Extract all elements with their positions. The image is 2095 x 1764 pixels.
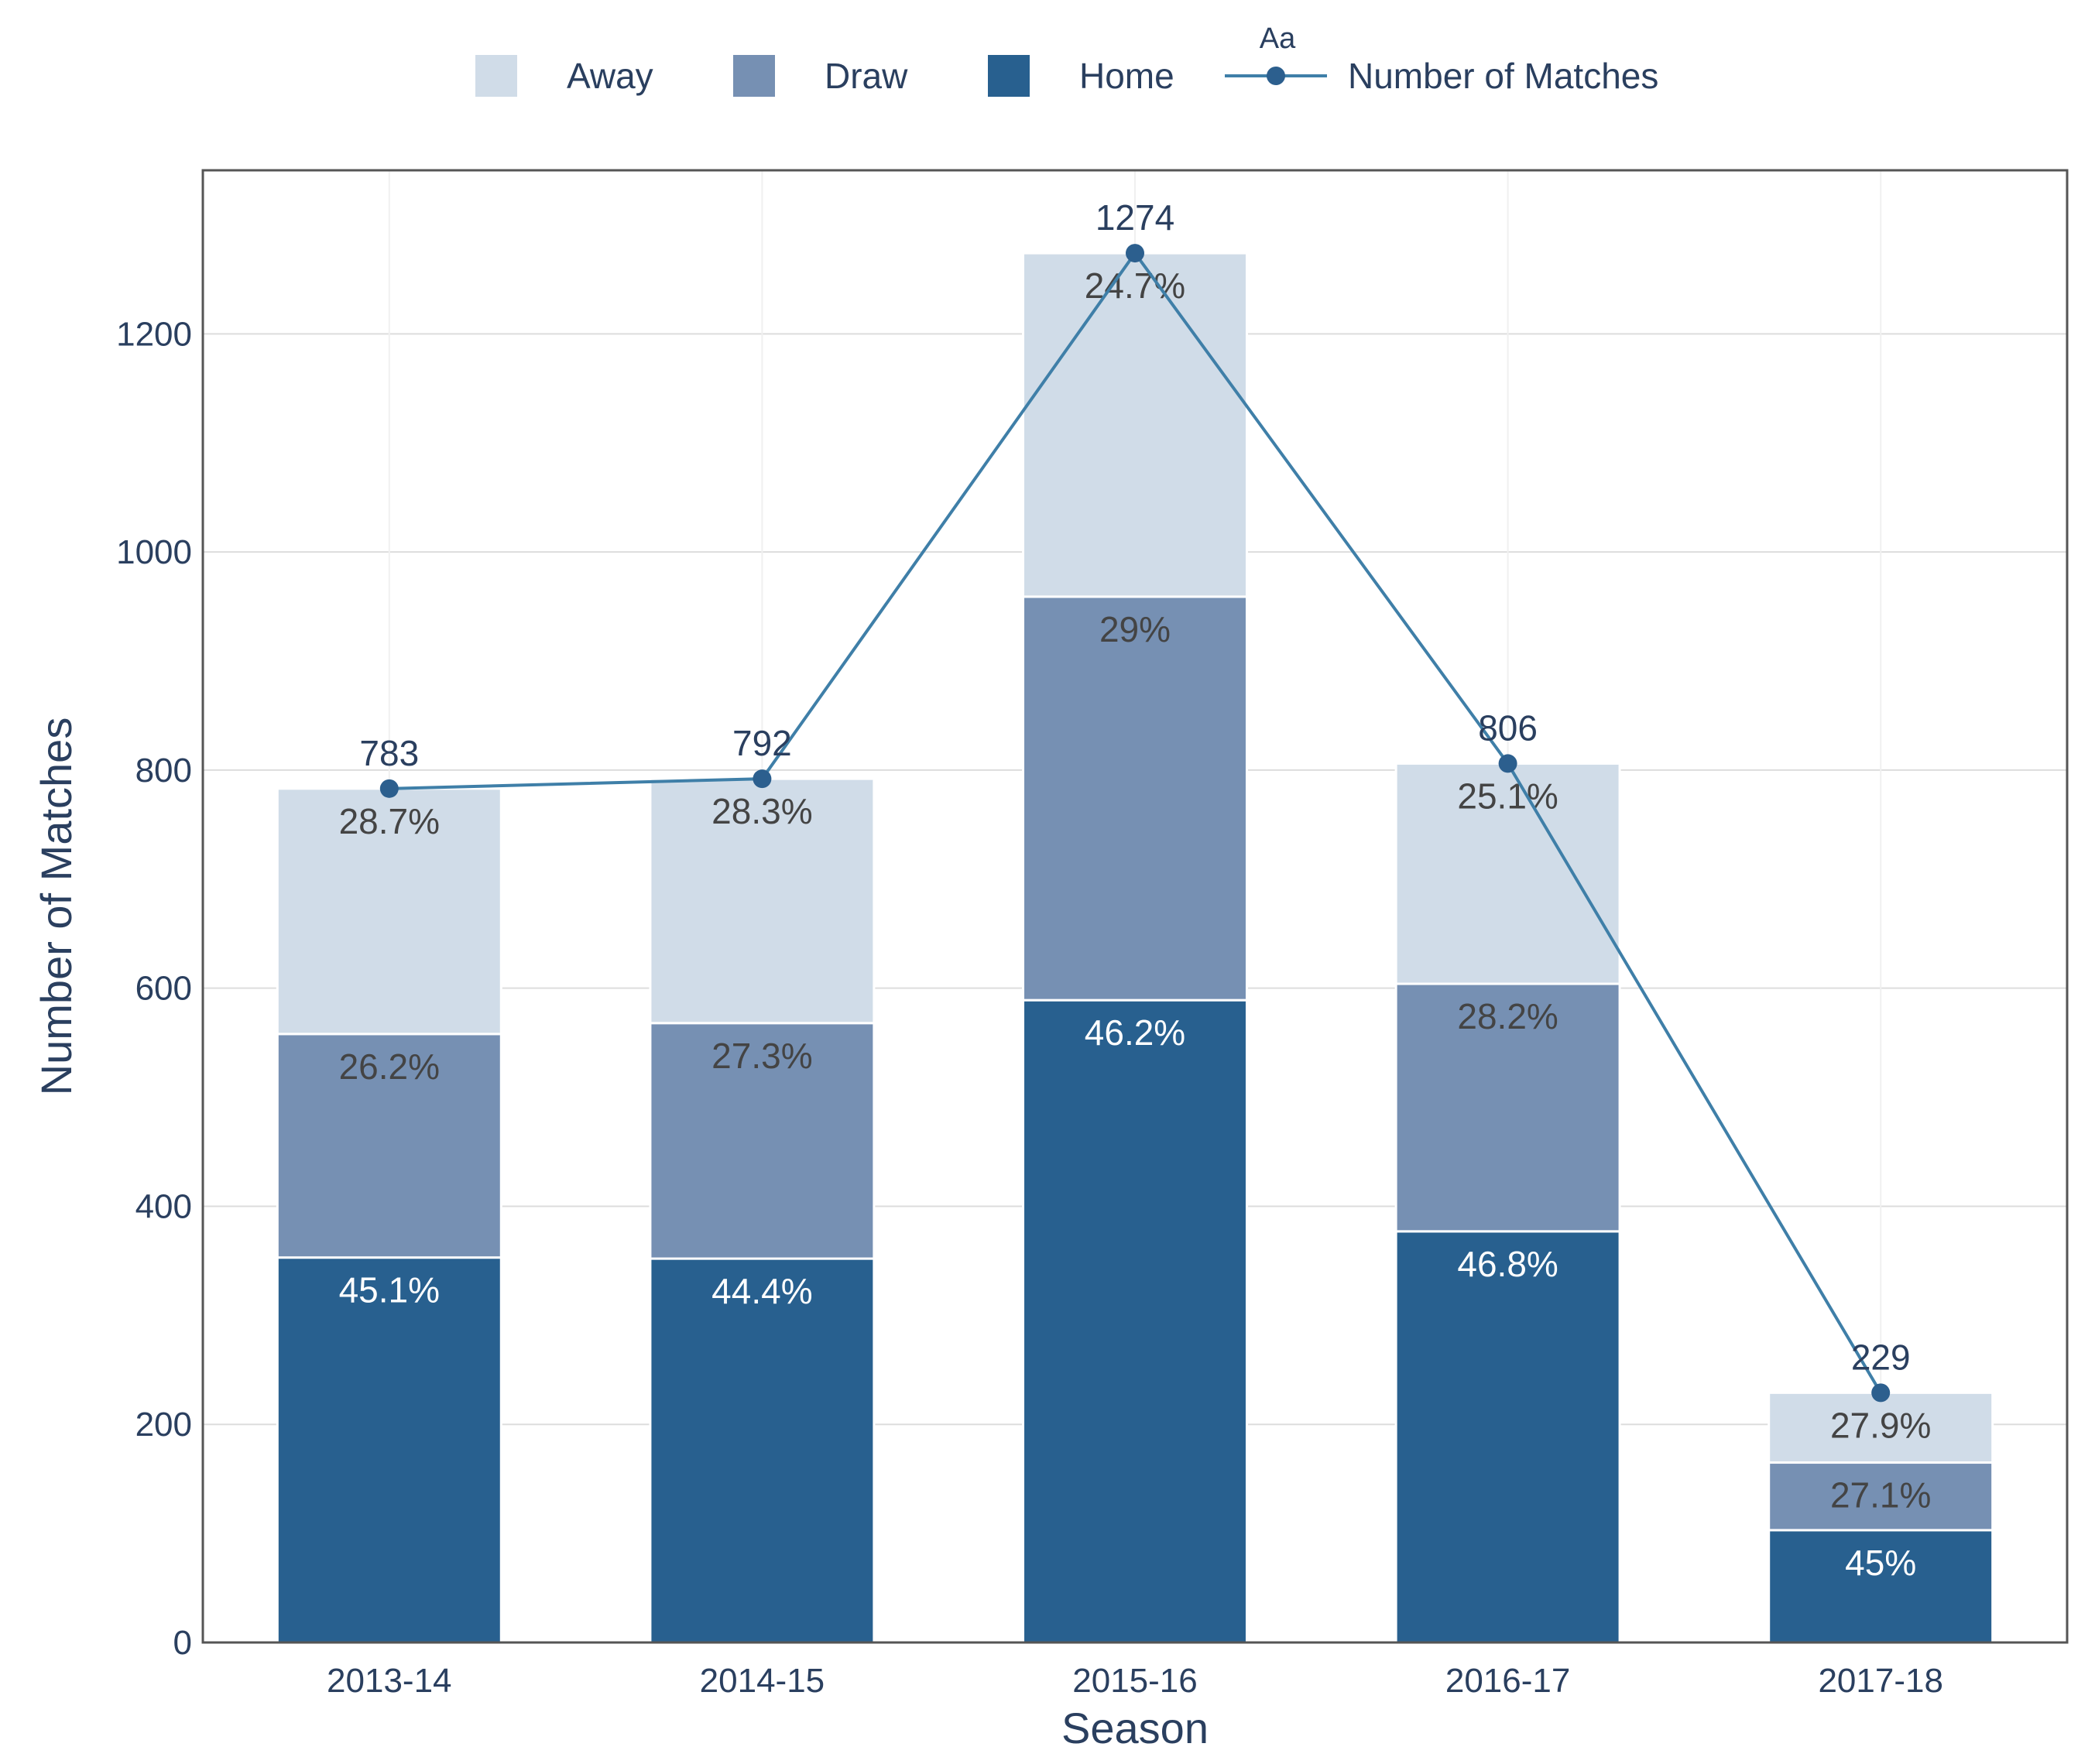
bar-label-home: 46.8%	[1457, 1244, 1558, 1284]
x-tick-label: 2015-16	[1072, 1662, 1197, 1700]
y-tick-label: 200	[135, 1406, 192, 1444]
y-tick-label: 0	[173, 1624, 192, 1662]
bar-away	[1394, 762, 1621, 985]
y-tick-label: 600	[135, 970, 192, 1008]
x-tick-label: 2013-14	[327, 1662, 451, 1700]
y-tick-label: 1200	[116, 315, 192, 353]
bar-label-home: 45.1%	[339, 1270, 440, 1310]
bar-label-home: 46.2%	[1085, 1012, 1185, 1053]
bar-draw	[1394, 982, 1621, 1233]
bar-draw	[1768, 1461, 1994, 1532]
total-label: 229	[1851, 1337, 1911, 1377]
legend-marker-swatch	[1267, 67, 1285, 85]
x-axis-title: Season	[1061, 1704, 1209, 1752]
bar-label-draw: 29%	[1099, 609, 1171, 649]
legend-swatch-home	[988, 55, 1030, 97]
x-tick-label: 2017-18	[1818, 1662, 1942, 1700]
bar-label-draw: 26.2%	[339, 1046, 440, 1087]
bar-draw	[649, 1022, 876, 1260]
bar-label-away: 28.7%	[339, 801, 440, 841]
legend-label-line: Number of Matches	[1348, 56, 1658, 96]
bar-label-draw: 27.3%	[711, 1036, 812, 1076]
legend-title: Aa	[1260, 22, 1296, 55]
bar-draw	[1022, 595, 1248, 1002]
bar-label-away: 25.1%	[1457, 776, 1558, 816]
y-tick-label: 800	[135, 752, 192, 790]
legend-label-away: Away	[567, 56, 653, 96]
bar-home	[1768, 1529, 1994, 1644]
total-marker	[1498, 754, 1517, 773]
bar-away	[1022, 252, 1248, 598]
y-tick-label: 400	[135, 1187, 192, 1225]
bars	[276, 252, 1994, 1644]
bar-away	[1768, 1391, 1994, 1464]
bar-draw	[276, 1033, 502, 1259]
bar-labels: 45.1% 44.4% 46.2% 46.8% 45% 26.2% 27.3% 29% 28.2…	[339, 265, 1932, 1583]
legend-label-draw: Draw	[825, 56, 908, 96]
bar-away	[649, 777, 876, 1025]
bar-home	[1022, 998, 1248, 1644]
bar-label-home: 45%	[1845, 1543, 1916, 1583]
x-tick-label: 2014-15	[700, 1662, 825, 1700]
legend-item-draw[interactable]: Draw	[733, 55, 908, 97]
total-label: 1274	[1096, 197, 1174, 238]
total-label: 806	[1478, 707, 1538, 748]
bar-label-away: 27.9%	[1830, 1405, 1931, 1445]
total-marker	[379, 779, 399, 798]
line-series: 783 792 1274 806 229	[359, 197, 1911, 1403]
bar-label-draw: 27.1%	[1830, 1475, 1931, 1516]
total-marker	[753, 769, 772, 789]
legend-label-home: Home	[1079, 56, 1174, 96]
bar-label-home: 44.4%	[711, 1271, 812, 1311]
total-label: 792	[732, 723, 792, 763]
bar-label-draw: 28.2%	[1457, 996, 1558, 1036]
legend-swatch-away	[475, 55, 517, 97]
y-tick-label: 1000	[116, 533, 192, 571]
legend-item-away[interactable]: Away	[475, 55, 653, 97]
bar-home	[649, 1257, 876, 1644]
x-tick-label: 2016-17	[1445, 1662, 1570, 1700]
plot-frame	[201, 169, 2069, 1644]
legend-item-home[interactable]: Home	[988, 55, 1174, 97]
legend-swatch-draw	[733, 55, 775, 97]
legend: Away Draw Home Number of Matches	[475, 55, 1658, 97]
bar-label-away: 28.3%	[711, 791, 812, 831]
bar-home	[1394, 1230, 1621, 1644]
axes: 0 200 400 600 800 1000 1200 2013-14 2014-15 2015-…	[116, 315, 1943, 1700]
y-axis-title: Number of Matches	[32, 718, 81, 1096]
total-marker	[1871, 1383, 1891, 1403]
legend-item-line[interactable]: Number of Matches	[1225, 56, 1658, 96]
total-marker	[1126, 244, 1144, 263]
total-label: 783	[359, 733, 419, 773]
bar-home	[276, 1256, 502, 1644]
